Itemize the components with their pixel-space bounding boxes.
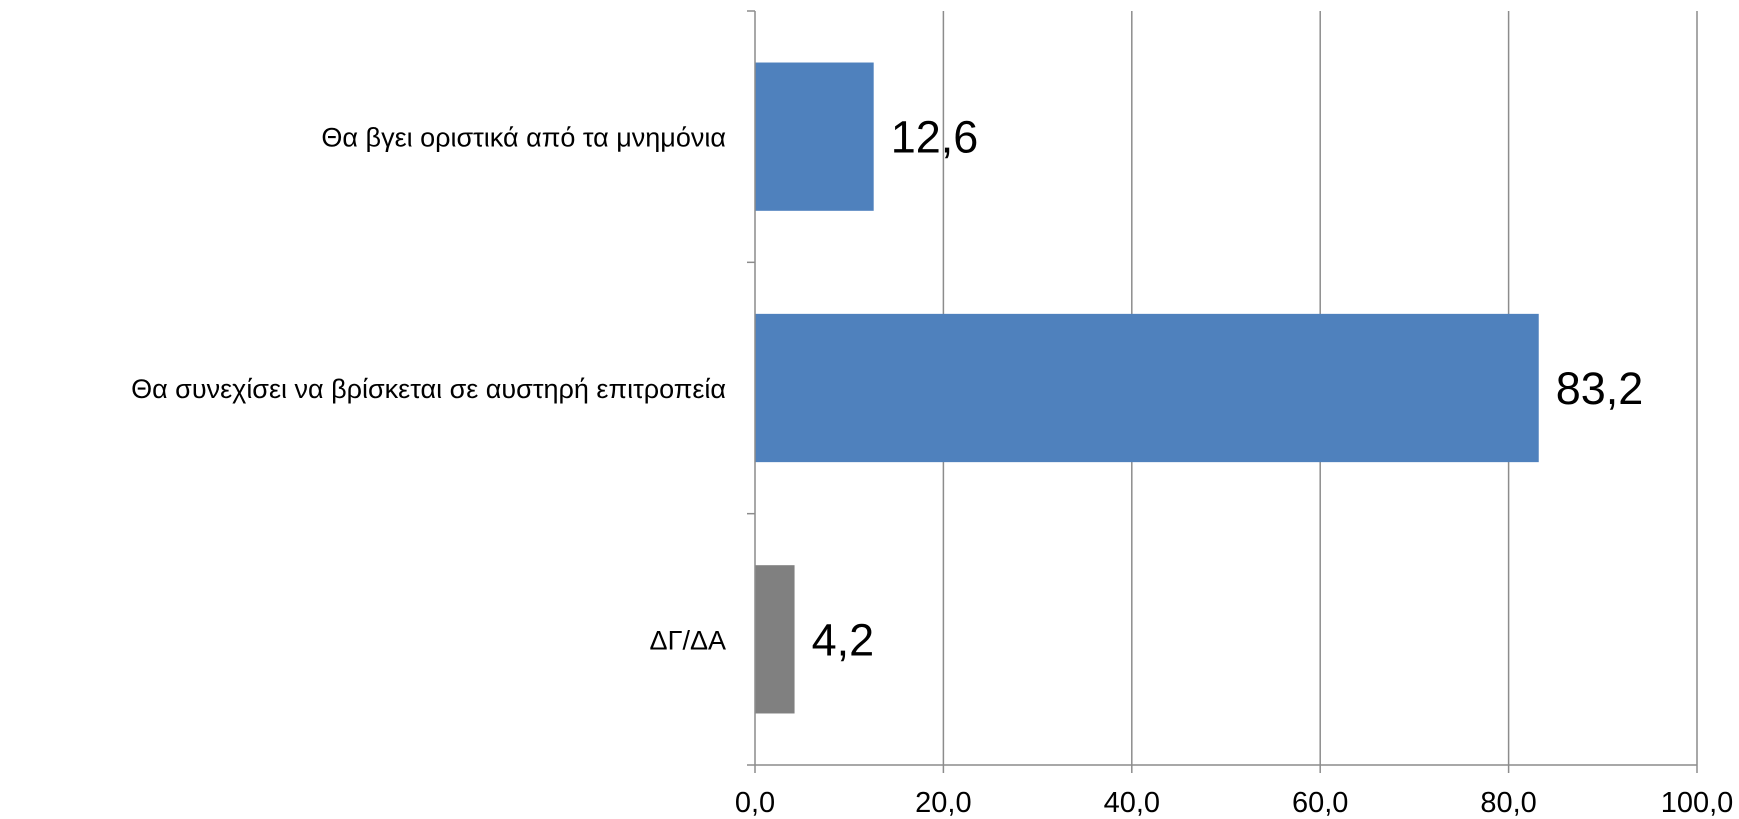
x-tick-label-1: 20,0 [915, 787, 971, 819]
data-label-0: 12,6 [891, 112, 979, 163]
bar-1 [755, 313, 1539, 463]
bars [755, 62, 1539, 714]
x-tick-label-0: 0,0 [735, 787, 775, 819]
data-label-1: 83,2 [1556, 363, 1644, 414]
x-tick-label-2: 40,0 [1104, 787, 1160, 819]
bar-0 [755, 62, 874, 211]
category-label-0: Θα βγει οριστικά από τα μνημόνια [321, 123, 726, 153]
category-label-1: Θα συνεχίσει να βρίσκεται σε αυστηρή επι… [131, 374, 726, 404]
labels: 0,0 20,0 40,0 60,0 80,0 100,0 Θα βγει οριστικά… [131, 112, 1733, 819]
category-label-2: ΔΓ/ΔΑ [650, 625, 726, 655]
x-tick-label-5: 100,0 [1661, 787, 1734, 819]
bar-2 [755, 565, 795, 714]
axes [747, 10, 1698, 773]
x-tick-label-4: 80,0 [1480, 787, 1536, 819]
x-tick-label-3: 60,0 [1292, 787, 1348, 819]
data-label-2: 4,2 [812, 614, 875, 665]
